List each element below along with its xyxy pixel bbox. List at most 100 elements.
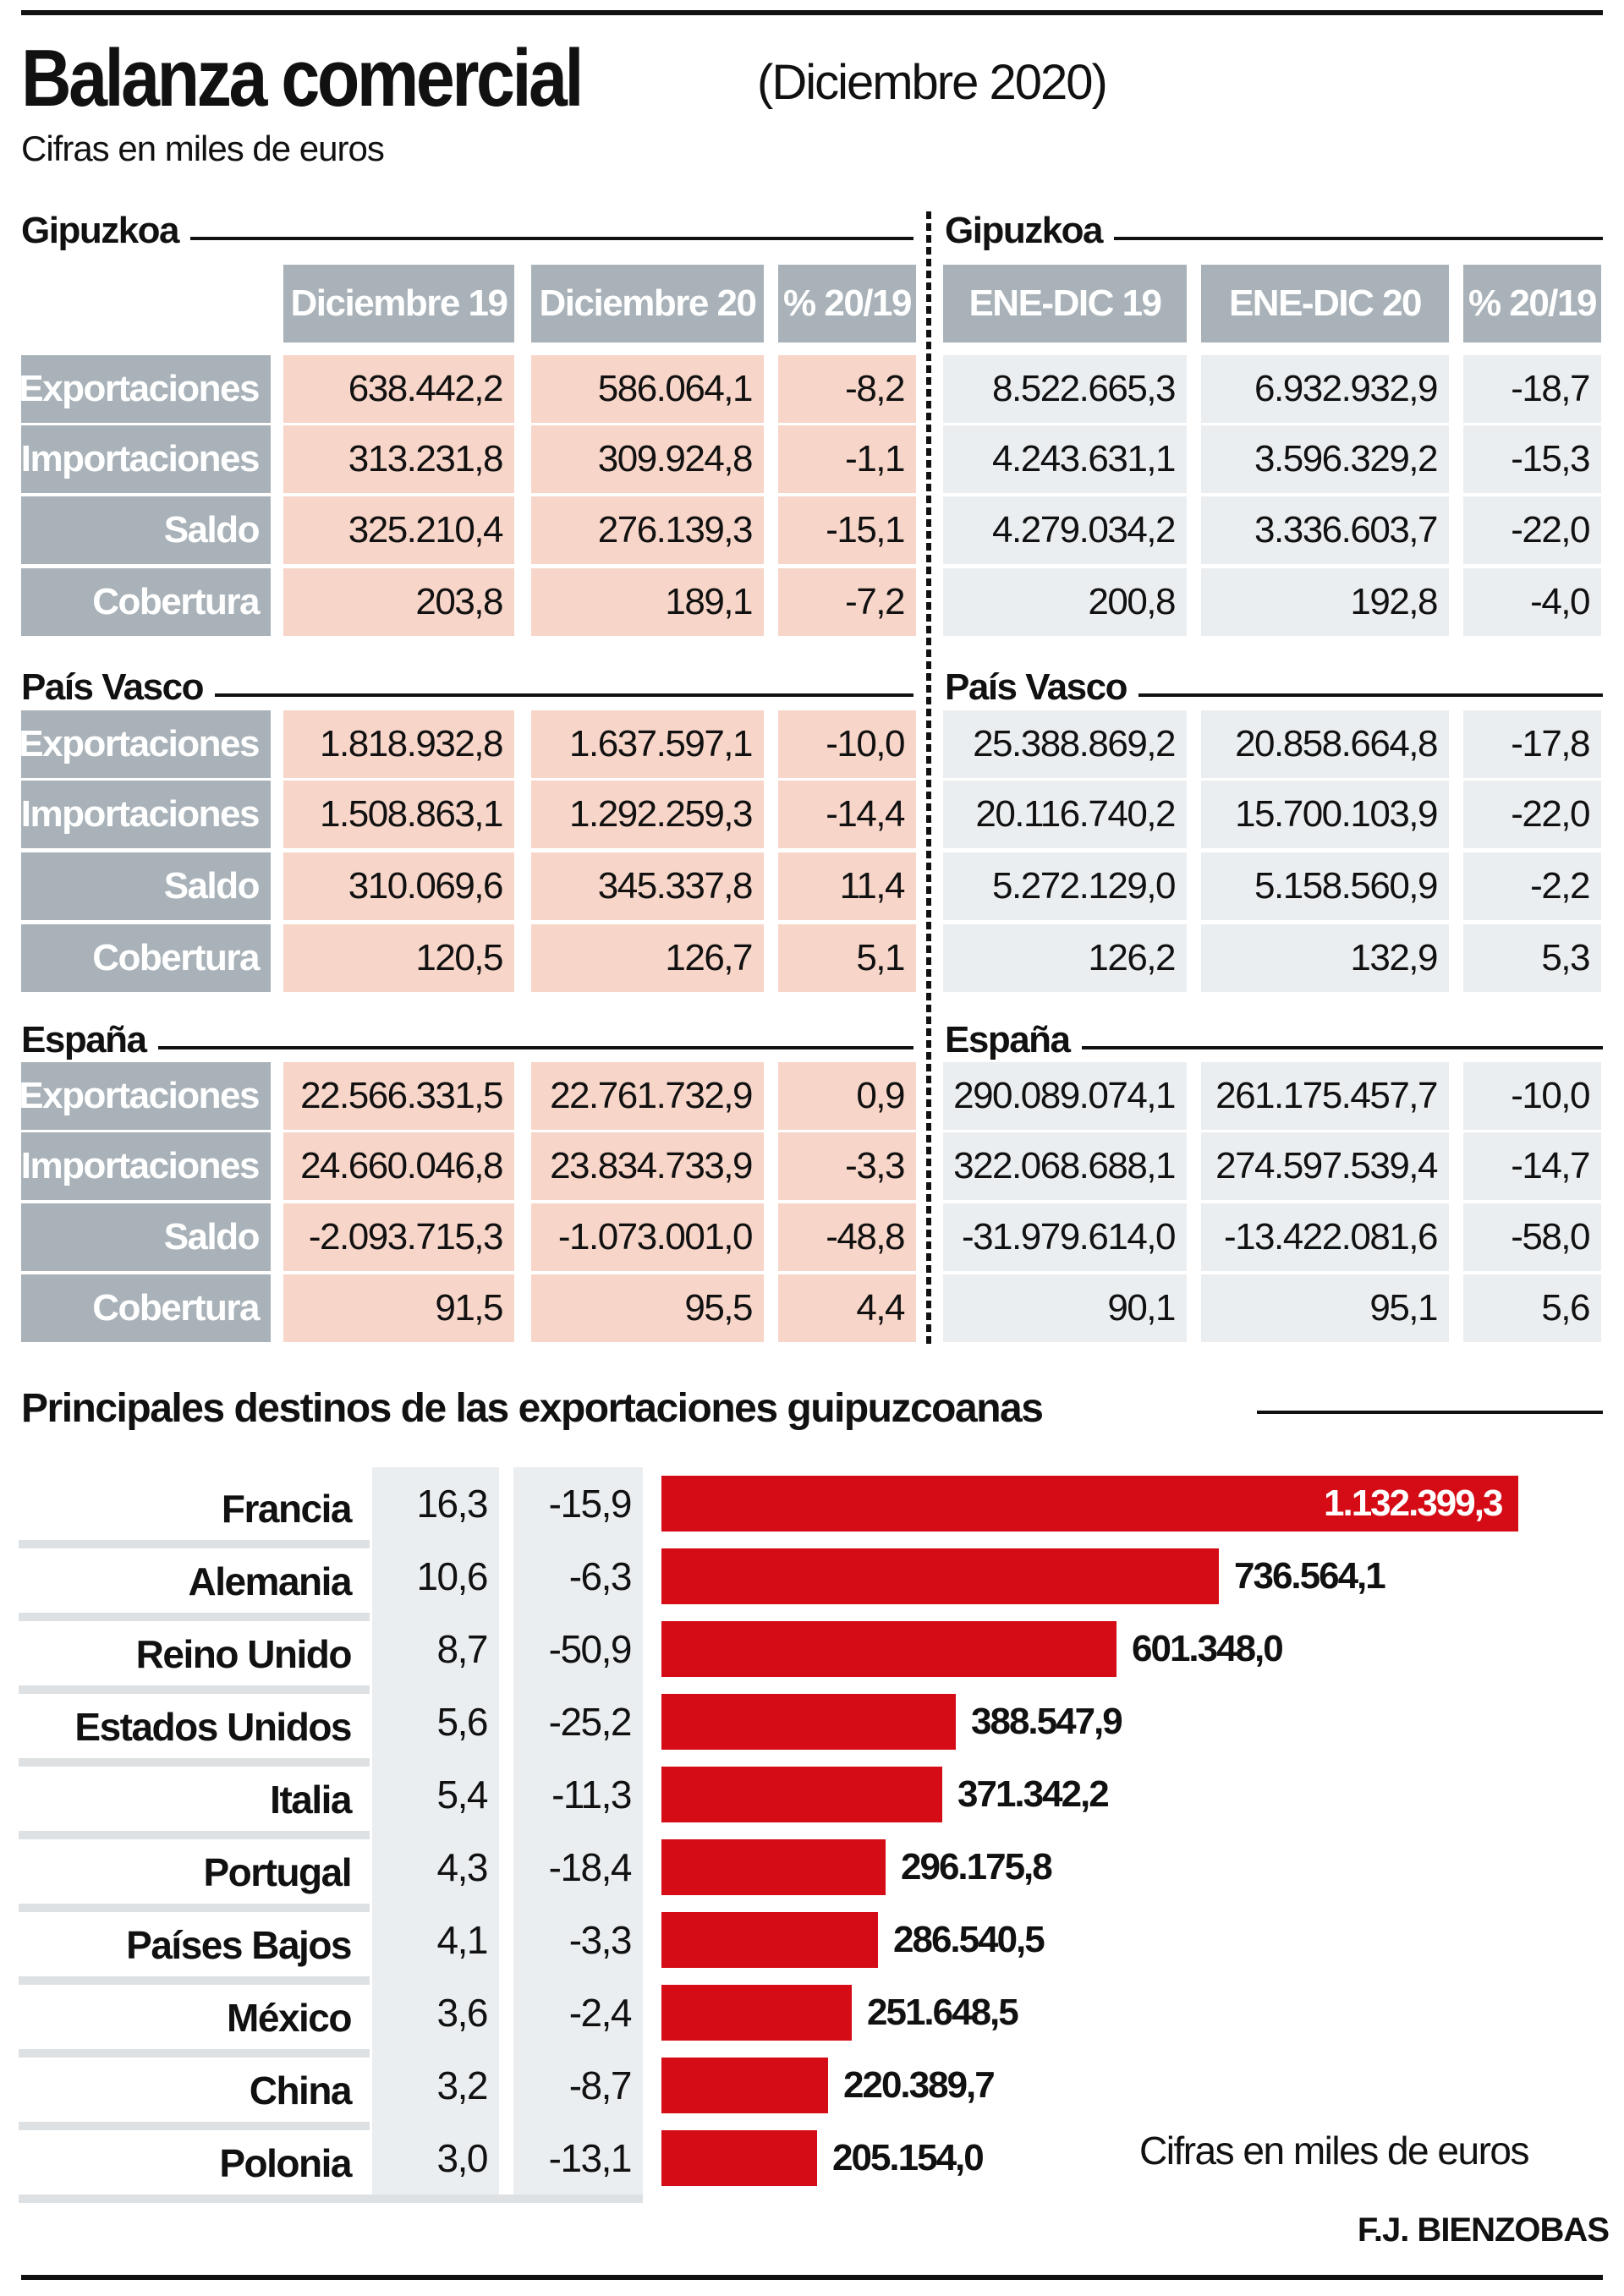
country-label: Reino Unido [135, 1632, 353, 1676]
month-value-cell: -7,2 [778, 568, 916, 636]
ytd-value-cell: 132,9 [1201, 924, 1449, 992]
bar-value-label: 220.389,7 [843, 2064, 996, 2106]
chart-title-rule [1257, 1411, 1603, 1414]
section-rule [158, 1046, 914, 1049]
row-label: Cobertura [21, 924, 271, 992]
subtitle: Cifras en miles de euros [21, 129, 385, 168]
country-label: Países Bajos [126, 1923, 352, 1967]
column-header: ENE-DIC 19 [943, 265, 1187, 342]
ytd-value-cell: -10,0 [1463, 1062, 1601, 1130]
month-value-cell: -48,8 [778, 1203, 916, 1271]
row-label: Cobertura [21, 1274, 271, 1342]
ytd-value-cell: 274.597.539,4 [1201, 1132, 1449, 1200]
month-value-cell: 11,4 [778, 852, 916, 920]
row-label: Importaciones [21, 1132, 271, 1200]
row-label: Saldo [21, 496, 271, 564]
ytd-value-cell: -22,0 [1463, 781, 1601, 848]
ytd-value-cell: 290.089.074,1 [943, 1062, 1187, 1130]
column-header: Diciembre 19 [283, 265, 514, 342]
ytd-value-cell: 322.068.688,1 [943, 1132, 1187, 1200]
ytd-value-cell: -14,7 [1463, 1132, 1601, 1200]
section-rule [1114, 237, 1603, 240]
month-value-cell: 203,8 [283, 568, 514, 636]
month-value-cell: 276.139,3 [531, 496, 764, 564]
country-label: México [227, 1996, 352, 2040]
title-period: (Diciembre 2020) [757, 55, 1108, 110]
share-pct-cell: 5,6 [372, 1685, 499, 1758]
month-value-cell: 1.292.259,3 [531, 781, 764, 848]
month-value-cell: -14,4 [778, 781, 916, 848]
row-label: Exportaciones [19, 710, 271, 778]
row-separator [19, 1613, 370, 1621]
section-heading: España [945, 1019, 1071, 1060]
ytd-value-cell: -58,0 [1463, 1203, 1601, 1271]
month-value-cell: 345.337,8 [531, 852, 764, 920]
bar-value-label: 1.132.399,3 [1324, 1482, 1503, 1524]
ytd-value-cell: -2,2 [1463, 852, 1601, 920]
section-heading: Gipuzkoa [21, 210, 180, 251]
month-value-cell: 120,5 [283, 924, 514, 992]
ytd-value-cell: 25.388.869,2 [943, 710, 1187, 778]
column-header: Diciembre 20 [531, 265, 764, 342]
row-separator [19, 1540, 370, 1548]
month-value-cell: 91,5 [283, 1274, 514, 1342]
month-value-cell: 23.834.733,9 [531, 1132, 764, 1200]
section-heading: País Vasco [21, 666, 204, 708]
share-pct-cell: 4,3 [372, 1831, 499, 1904]
change-pct-cell: -2,4 [513, 1976, 643, 2049]
month-value-cell: -1,1 [778, 425, 916, 493]
row-label: Importaciones [21, 425, 271, 493]
ytd-value-cell: -22,0 [1463, 496, 1601, 564]
ytd-value-cell: -18,7 [1463, 355, 1601, 423]
row-separator [19, 1758, 370, 1767]
share-pct-cell: 16,3 [372, 1467, 499, 1540]
share-pct-cell: 3,6 [372, 1976, 499, 2049]
country-label: Francia [221, 1487, 353, 1531]
month-value-cell: 1.508.863,1 [283, 781, 514, 848]
change-pct-cell: -11,3 [513, 1758, 643, 1831]
ytd-value-cell: 192,8 [1201, 568, 1449, 636]
ytd-value-cell: -15,3 [1463, 425, 1601, 493]
bar [661, 1694, 956, 1750]
share-pct-cell: 10,6 [372, 1540, 499, 1613]
row-separator [19, 1831, 370, 1839]
bar-value-label: 205.154,0 [832, 2137, 985, 2178]
share-pct-cell: 8,7 [372, 1613, 499, 1685]
country-label: China [249, 2069, 353, 2112]
change-pct-cell: -50,9 [513, 1613, 643, 1685]
country-label: Portugal [203, 1850, 352, 1894]
ytd-value-cell: 20.858.664,8 [1201, 710, 1449, 778]
ytd-value-cell: 20.116.740,2 [943, 781, 1187, 848]
bar [661, 1476, 1518, 1532]
ytd-value-cell: -4,0 [1463, 568, 1601, 636]
change-pct-cell: -6,3 [513, 1540, 643, 1613]
country-label: Polonia [219, 2141, 352, 2185]
change-pct-cell: -3,3 [513, 1904, 643, 1976]
change-pct-cell: -13,1 [513, 2122, 643, 2195]
month-value-cell: -8,2 [778, 355, 916, 423]
row-separator [19, 1976, 370, 1985]
row-label: Saldo [21, 852, 271, 920]
change-pct-cell: -8,7 [513, 2049, 643, 2122]
ytd-value-cell: 126,2 [943, 924, 1187, 992]
bar-value-label: 286.540,5 [893, 1919, 1045, 1960]
ytd-value-cell: 3.336.603,7 [1201, 496, 1449, 564]
month-value-cell: 0,9 [778, 1062, 916, 1130]
month-value-cell: -15,1 [778, 496, 916, 564]
ytd-value-cell: 15.700.103,9 [1201, 781, 1449, 848]
bar-value-label: 251.648,5 [867, 1992, 1019, 2033]
month-value-cell: 1.818.932,8 [283, 710, 514, 778]
ytd-value-cell: 5,6 [1463, 1274, 1601, 1342]
top-rule [21, 10, 1603, 15]
month-value-cell: 638.442,2 [283, 355, 514, 423]
bar [661, 1839, 886, 1895]
month-value-cell: 586.064,1 [531, 355, 764, 423]
bar [661, 1548, 1219, 1604]
ytd-value-cell: 6.932.932,9 [1201, 355, 1449, 423]
ytd-value-cell: 3.596.329,2 [1201, 425, 1449, 493]
month-value-cell: 325.210,4 [283, 496, 514, 564]
share-pct-cell: 3,0 [372, 2122, 499, 2195]
share-pct-cell: 4,1 [372, 1904, 499, 1976]
ytd-value-cell: 90,1 [943, 1274, 1187, 1342]
chart-units-note: Cifras en miles de euros [1139, 2129, 1529, 2173]
